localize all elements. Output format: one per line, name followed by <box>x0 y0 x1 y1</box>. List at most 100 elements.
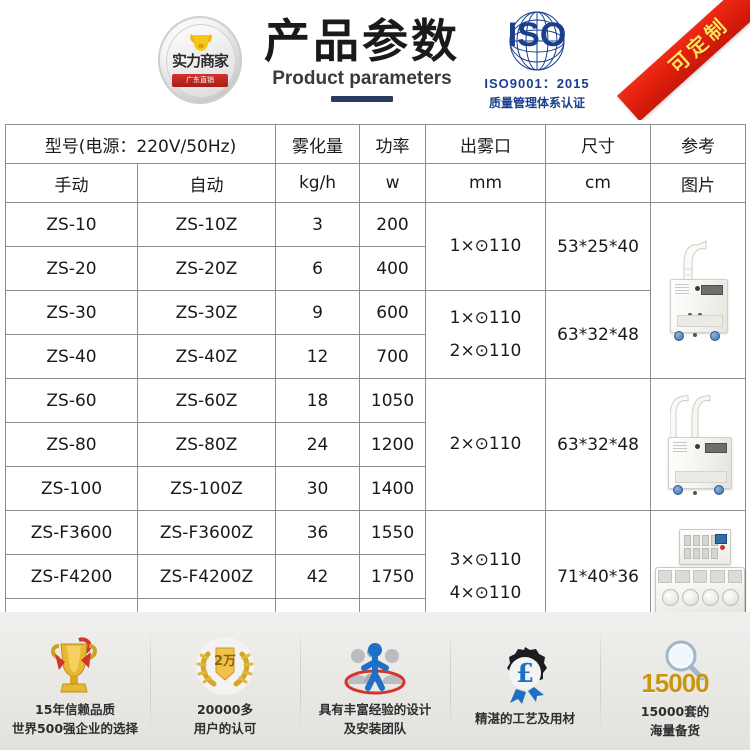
header-model-manual: 手动 <box>5 163 138 203</box>
cell-size: 63*32*48 <box>545 378 652 511</box>
cell-outlet: 1×⊙110 <box>425 202 547 291</box>
cell-model-manual: ZS-80 <box>5 422 138 467</box>
cell-power: 200 <box>359 202 427 247</box>
cell-mist: 9 <box>275 290 361 335</box>
svg-text:2万: 2万 <box>214 654 236 669</box>
trophy-icon <box>51 637 97 693</box>
cell-model-auto: ZS-30Z <box>136 290 277 335</box>
feature-line2: 海量备货 <box>649 722 700 738</box>
team-group-icon <box>344 643 406 695</box>
cell-model-auto: ZS-80Z <box>136 422 277 467</box>
globe-icon <box>509 11 565 71</box>
header-outlet: 出雾口 <box>425 124 547 164</box>
magnifier-icon <box>652 638 705 694</box>
cell-model-auto: ZS-10Z <box>136 202 277 247</box>
cell-model-manual: ZS-10 <box>5 202 138 247</box>
humidifier-four-outlet-box-image <box>651 527 746 627</box>
feature-line2: 用户的认可 <box>193 720 257 736</box>
table-row: ZS-10 ZS-10Z 3 200 1×⊙110 53*25*40 <box>5 202 747 379</box>
feature-item-trophy: 15年信赖品质 世界500强企业的选择 <box>0 612 150 750</box>
header-outlet-unit: mm <box>425 163 547 203</box>
header-picture-unit: 图片 <box>650 163 747 203</box>
cell-size: 53*25*40 <box>545 202 652 291</box>
feature-bar: 15年信赖品质 世界500强企业的选择 2万 20000多 用户的认可 <box>0 612 750 750</box>
cell-model-manual: ZS-100 <box>5 466 138 511</box>
cell-model-manual: ZS-F3600 <box>5 510 138 555</box>
feature-item-users: 2万 20000多 用户的认可 <box>150 612 300 750</box>
laurel-badge-icon: 2万 <box>196 637 254 696</box>
stock-number: 15000 <box>641 668 709 699</box>
header-size: 尺寸 <box>545 124 652 164</box>
feature-line2: 世界500强企业的选择 <box>11 720 139 736</box>
cell-mist: 3 <box>275 202 361 247</box>
header-mist-output: 雾化量 <box>275 124 361 164</box>
cell-model-auto: ZS-F3600Z <box>136 510 277 555</box>
cell-power: 600 <box>359 290 427 335</box>
feature-item-quality: £ 精湛的工艺及用材 <box>450 612 600 750</box>
bull-head-icon <box>190 34 212 51</box>
humidifier-single-duct-image <box>662 239 734 343</box>
cell-mist: 12 <box>275 334 361 379</box>
cell-mist: 24 <box>275 422 361 467</box>
table-row: ZS-100 ZS-100Z 30 1400 <box>5 466 746 511</box>
header-power-unit: w <box>359 163 427 203</box>
cell-power: 700 <box>359 334 427 379</box>
cell-model-manual: ZS-20 <box>5 246 138 291</box>
cell-mist: 42 <box>275 554 361 599</box>
cell-power: 1050 <box>359 378 427 423</box>
table-row: ZS-F3600 ZS-F3600Z 36 1550 3×⊙110 4×⊙110… <box>5 510 747 643</box>
cell-power: 1750 <box>359 554 427 599</box>
feature-line1: 20000多 <box>196 702 253 718</box>
control-panel <box>679 528 732 565</box>
cell-model-auto: ZS-20Z <box>136 246 277 291</box>
header-mist-unit: kg/h <box>275 163 361 203</box>
iso-caption: 质量管理体系认证 <box>488 96 585 110</box>
page-header: 实力商家 广东直销 产品参数 Product parameters <box>0 0 750 120</box>
table-row: ZS-40 ZS-40Z 12 700 <box>5 334 746 379</box>
page-title-en: Product parameters <box>272 67 452 89</box>
cell-mist: 36 <box>275 510 361 555</box>
page-title-cn: 产品参数 <box>264 14 460 69</box>
cell-model-manual: ZS-60 <box>5 378 138 423</box>
header-size-unit: cm <box>545 163 652 203</box>
header-power: 功率 <box>359 124 427 164</box>
quality-ribbon-icon: £ <box>507 647 547 705</box>
iso-word: ISO <box>507 16 567 54</box>
feature-line1: 精湛的工艺及用材 <box>474 711 575 727</box>
table-header-row-1: 型号(电源：220V/50Hz) 雾化量 功率 出雾口 尺寸 参考 <box>4 124 747 164</box>
cell-model-auto: ZS-40Z <box>136 334 277 379</box>
cell-mist: 6 <box>275 246 361 291</box>
page-title-block: 产品参数 Product parameters <box>260 14 464 102</box>
cell-mist: 18 <box>275 378 361 423</box>
table-row: ZS-F4200 ZS-F4200Z 42 1750 <box>5 554 746 599</box>
cell-model-auto: ZS-60Z <box>136 378 277 423</box>
spec-table: 型号(电源：220V/50Hz) 雾化量 功率 出雾口 尺寸 参考 手动 自动 … <box>4 124 747 643</box>
spec-table-wrapper: 型号(电源：220V/50Hz) 雾化量 功率 出雾口 尺寸 参考 手动 自动 … <box>4 124 747 643</box>
cell-power: 400 <box>359 246 427 291</box>
cell-model-manual: ZS-F4200 <box>5 554 138 599</box>
cell-outlet: 1×⊙110 2×⊙110 <box>425 290 547 379</box>
table-row: ZS-20 ZS-20Z 6 400 <box>5 246 746 291</box>
cell-picture <box>650 202 747 379</box>
seal-main-text: 实力商家 <box>171 52 229 70</box>
title-underline <box>331 95 393 102</box>
cell-power: 1400 <box>359 466 427 511</box>
svg-text:£: £ <box>516 659 534 689</box>
seal-sub-text: 广东直销 <box>172 74 228 87</box>
cell-power: 1200 <box>359 422 427 467</box>
cell-model-manual: ZS-40 <box>5 334 138 379</box>
iso-standard: ISO9001：2015 <box>484 76 590 91</box>
table-row: ZS-30 ZS-30Z 9 600 1×⊙110 2×⊙110 63*32*4… <box>5 290 746 379</box>
iso-badge: ISO ISO9001：2015 质量管理体系认证 <box>478 10 596 110</box>
cell-outlet: 2×⊙110 <box>425 378 547 511</box>
duct-icon <box>670 394 711 441</box>
humidifier-double-duct-image <box>656 393 740 497</box>
cell-model-auto: ZS-F4200Z <box>136 554 277 599</box>
cell-size: 63*32*48 <box>545 290 652 379</box>
cell-power: 1550 <box>359 510 427 555</box>
merchant-seal-logo: 实力商家 广东直销 <box>154 14 246 106</box>
header-model-group: 型号(电源：220V/50Hz) <box>4 124 277 164</box>
header-model-auto: 自动 <box>136 163 277 203</box>
table-row: ZS-60 ZS-60Z 18 1050 2×⊙110 63*32*48 <box>5 378 747 511</box>
